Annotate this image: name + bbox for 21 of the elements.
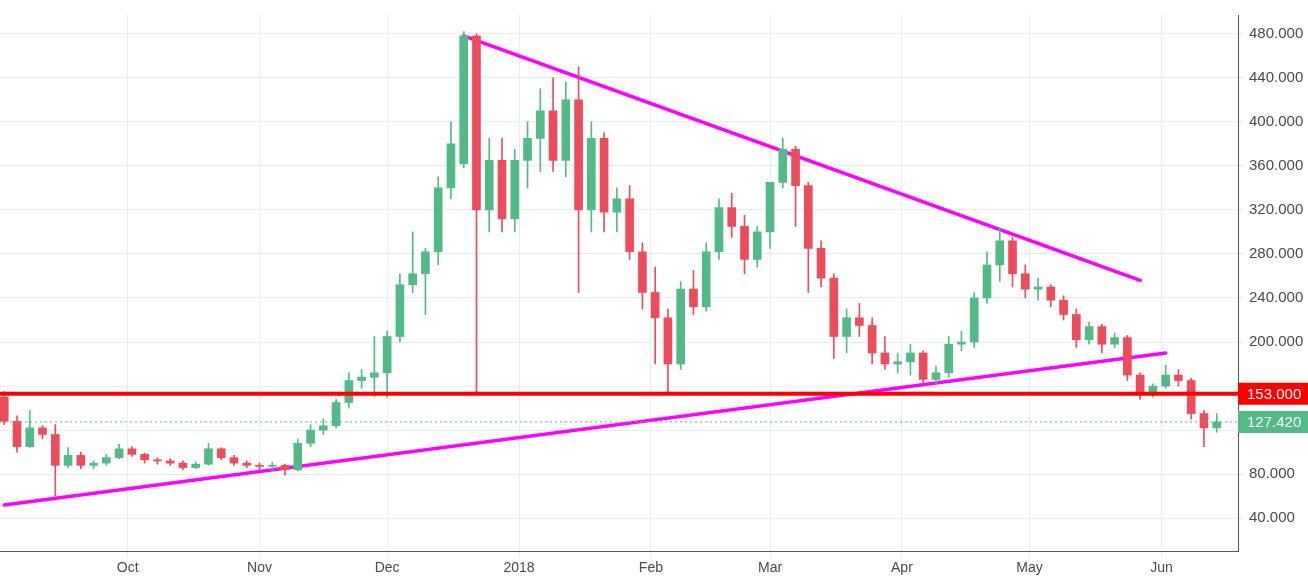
y-tick-label: 400.000	[1249, 111, 1304, 129]
x-tick-label: Nov	[247, 559, 272, 576]
y-tick-label: 280.000	[1249, 244, 1304, 262]
y-tick-label: 480.000	[1249, 23, 1304, 41]
x-tick-label: Jun	[1150, 559, 1173, 576]
x-tick-label: May	[1016, 559, 1043, 576]
ref-line-label: 127.420	[1247, 413, 1302, 431]
x-tick-label: Feb	[638, 559, 664, 576]
y-tick-label: 240.000	[1249, 288, 1304, 306]
ref-line-label: 153.000	[1247, 384, 1302, 402]
y-tick-label: 200.000	[1249, 332, 1304, 350]
x-tick-label: Oct	[116, 559, 139, 576]
x-tick-label: 2018	[503, 559, 535, 576]
x-tick-label: Apr	[891, 559, 914, 576]
y-tick-label: 320.000	[1249, 200, 1304, 218]
y-tick-label: 360.000	[1249, 155, 1304, 173]
y-tick-label: 440.000	[1249, 67, 1304, 85]
y-tick-label: 80.000	[1249, 464, 1295, 482]
x-tick-label: Mar	[757, 559, 783, 576]
x-tick-label: Dec	[374, 559, 400, 576]
y-tick-label: 40.000	[1249, 508, 1295, 526]
